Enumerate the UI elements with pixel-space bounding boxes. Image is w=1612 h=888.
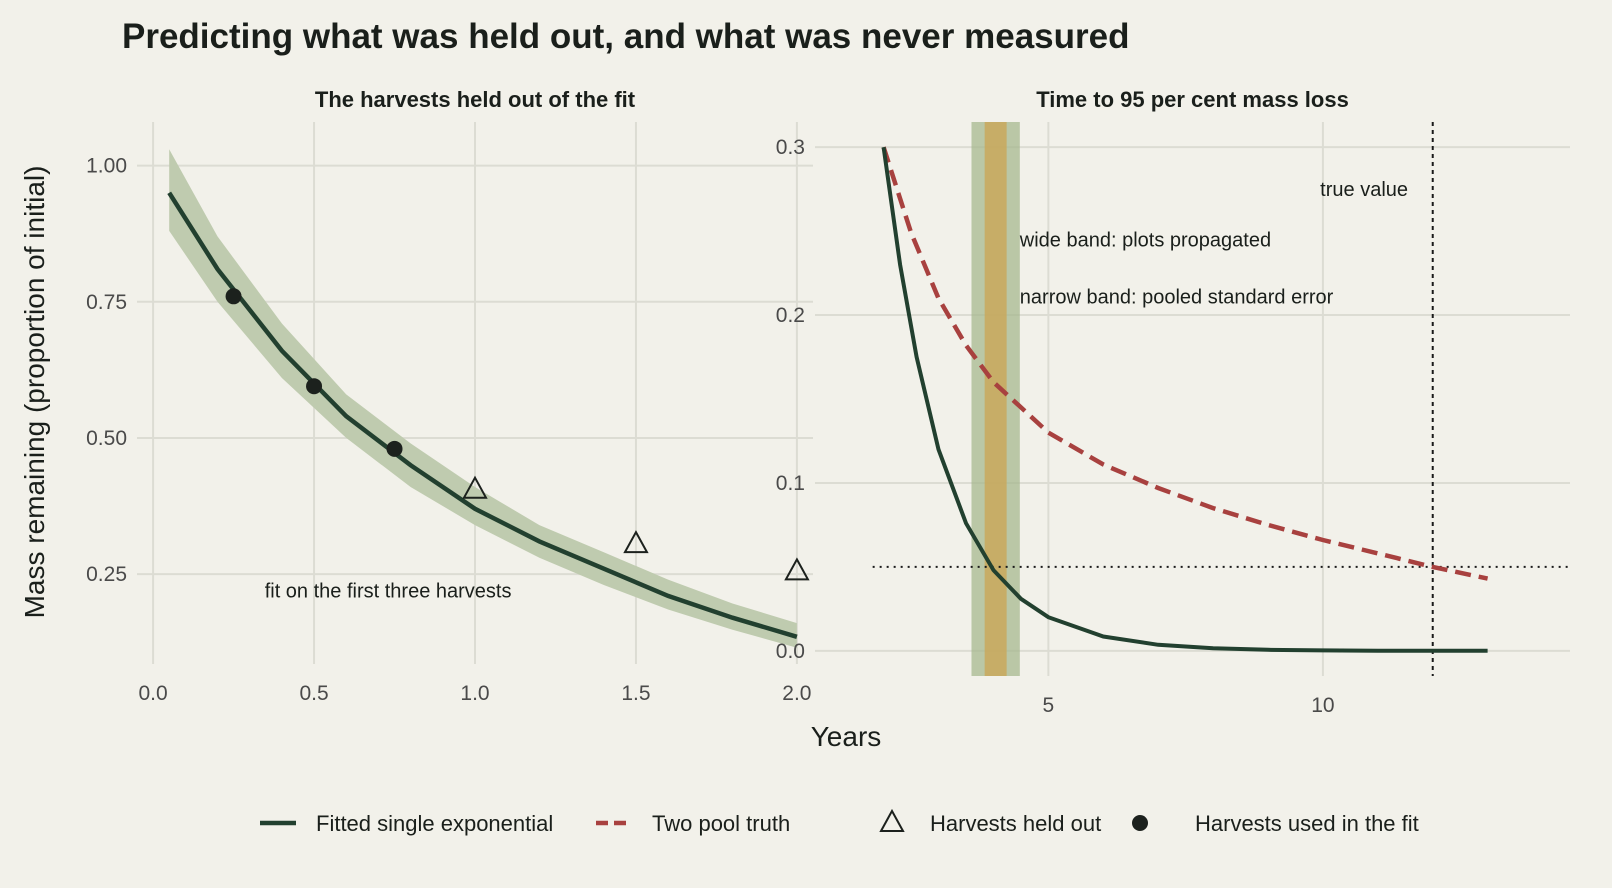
x-tick-label: 0.5 (299, 682, 328, 705)
legend-label: Two pool truth (652, 811, 790, 836)
harvest-used-point (386, 440, 403, 457)
annotation-text: true value (1320, 179, 1408, 201)
y-tick-label: 0.2 (776, 304, 805, 327)
y-axis-label: Mass remaining (proportion of initial) (19, 166, 50, 619)
x-tick-label: 1.5 (621, 682, 650, 705)
legend: Fitted single exponential Two pool truth H… (260, 808, 1419, 836)
x-tick-label: 0.0 (138, 682, 167, 705)
y-tick-label: 0.3 (776, 136, 805, 159)
two-pool-truth-line (881, 146, 1489, 581)
x-tick-label: 5 (1043, 694, 1055, 717)
harvest-used-point (225, 288, 242, 305)
x-tick-label: 1.0 (460, 682, 489, 705)
legend-label: Fitted single exponential (316, 811, 553, 836)
harvest-held-out-point (623, 530, 649, 554)
narrow-uncertainty-band (984, 122, 1007, 676)
y-tick-label: 0.0 (776, 640, 805, 663)
harvest-held-out-point (462, 475, 488, 499)
x-axis-label: Years (811, 721, 882, 752)
fit-confidence-band (169, 149, 797, 648)
panel-title: Time to 95 per cent mass loss (1036, 87, 1349, 112)
annotation-text: wide band: plots propagated (1019, 230, 1271, 252)
panel-title: The harvests held out of the fit (315, 87, 636, 112)
legend-label: Harvests used in the fit (1195, 811, 1419, 836)
figure-title: Predicting what was held out, and what w… (122, 17, 1129, 56)
panel-right: 5 10 0.0 0.1 0.2 0.3 Time to 95 per cent mass … (776, 87, 1570, 717)
fitted-exponential-line (167, 191, 798, 639)
y-tick-label: 0.1 (776, 472, 805, 495)
y-tick-label: 0.75 (86, 291, 127, 314)
panel-left: 0.0 0.5 1.0 1.5 2.0 0.25 0.50 0.75 1.00 The harve… (86, 87, 813, 705)
annotation-text: narrow band: pooled standard error (1020, 287, 1334, 309)
legend-swatch-circle (1132, 815, 1148, 831)
x-tick-label: 2.0 (782, 682, 811, 705)
y-tick-label: 0.25 (86, 563, 127, 586)
legend-swatch-triangle (879, 808, 905, 832)
fitted-exponential-line (881, 146, 1488, 653)
y-tick-label: 0.50 (86, 427, 127, 450)
x-tick-label: 10 (1311, 694, 1334, 717)
harvest-used-point (306, 378, 323, 395)
legend-label: Harvests held out (930, 811, 1101, 836)
y-tick-label: 1.00 (86, 155, 127, 178)
harvest-held-out-point (784, 557, 810, 581)
annotation-text: fit on the first three harvests (265, 580, 512, 602)
